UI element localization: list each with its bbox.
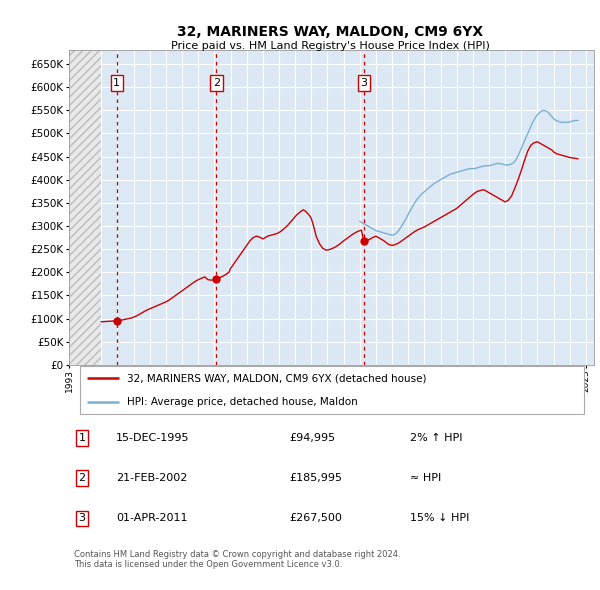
Text: £185,995: £185,995 (290, 473, 343, 483)
Text: 2: 2 (213, 78, 220, 88)
Text: 1: 1 (113, 78, 121, 88)
Text: 1: 1 (79, 433, 86, 443)
Text: 3: 3 (79, 513, 86, 523)
Text: Contains HM Land Registry data © Crown copyright and database right 2024.
This d: Contains HM Land Registry data © Crown c… (74, 549, 401, 569)
Text: ≈ HPI: ≈ HPI (410, 473, 442, 483)
Text: 32, MARINERS WAY, MALDON, CM9 6YX (detached house): 32, MARINERS WAY, MALDON, CM9 6YX (detac… (127, 373, 426, 384)
FancyBboxPatch shape (79, 366, 583, 414)
Text: HPI: Average price, detached house, Maldon: HPI: Average price, detached house, Mald… (127, 396, 358, 407)
Text: 32, MARINERS WAY, MALDON, CM9 6YX: 32, MARINERS WAY, MALDON, CM9 6YX (177, 25, 483, 40)
Text: 15% ↓ HPI: 15% ↓ HPI (410, 513, 470, 523)
Text: £94,995: £94,995 (290, 433, 335, 443)
Text: 3: 3 (361, 78, 367, 88)
Text: 2: 2 (79, 473, 86, 483)
Text: 2% ↑ HPI: 2% ↑ HPI (410, 433, 463, 443)
Text: Price paid vs. HM Land Registry's House Price Index (HPI): Price paid vs. HM Land Registry's House … (170, 41, 490, 51)
Text: 15-DEC-1995: 15-DEC-1995 (116, 433, 190, 443)
Text: £267,500: £267,500 (290, 513, 343, 523)
Text: 21-FEB-2002: 21-FEB-2002 (116, 473, 188, 483)
Text: 01-APR-2011: 01-APR-2011 (116, 513, 188, 523)
